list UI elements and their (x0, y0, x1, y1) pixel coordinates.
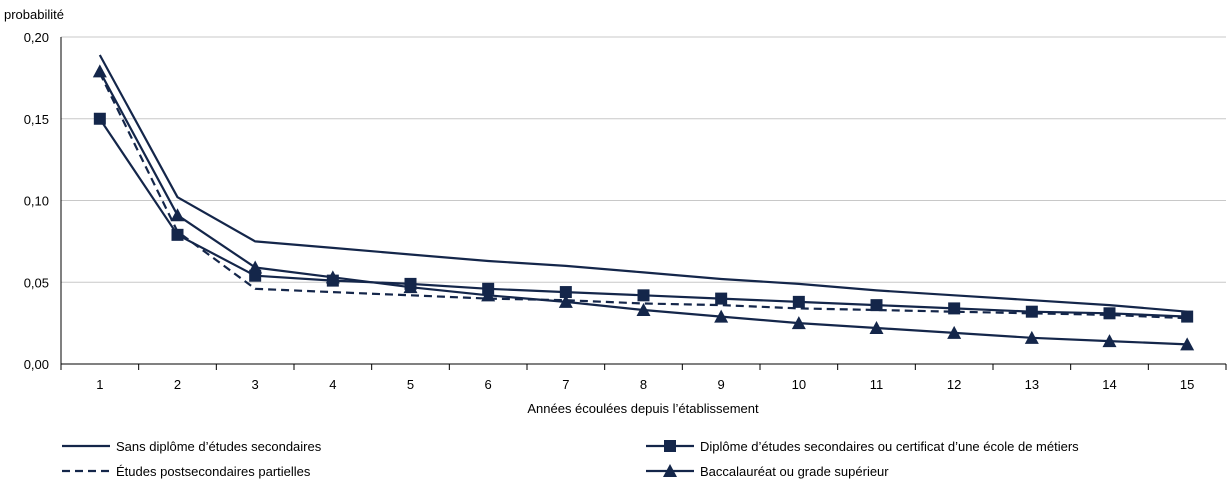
data-point (791, 316, 806, 330)
legend-label: Baccalauréat ou grade supérieur (700, 464, 889, 479)
data-point (715, 292, 728, 305)
data-point (558, 294, 573, 308)
x-tick-label: 4 (329, 377, 336, 392)
y-tick-label: 0,20 (24, 30, 49, 45)
series-4 (92, 64, 1195, 351)
x-tick-label: 5 (407, 377, 414, 392)
legend-label: Études postsecondaires partielles (116, 464, 311, 479)
data-point (1025, 305, 1038, 318)
legend-marker (664, 440, 676, 452)
x-tick-label: 10 (792, 377, 806, 392)
x-tick-label: 11 (870, 377, 884, 392)
axes: 0,000,050,100,150,201 2 3 4 5 6 7 8 9 10 11 12 13 14 1… (24, 30, 1227, 392)
data-point (92, 64, 107, 78)
series-3 (98, 72, 1188, 320)
series-2 (93, 112, 1194, 323)
y-tick-label: 0,05 (24, 275, 49, 290)
legend-item: Baccalauréat ou grade supérieur (646, 464, 889, 479)
y-tick-label: 0,00 (24, 357, 49, 372)
legend-item: Sans diplôme d’études secondaires (62, 439, 322, 454)
data-point (636, 303, 651, 317)
x-axis-label: Années écoulées depuis l’établissement (527, 401, 759, 416)
data-point (870, 299, 883, 312)
legend-label: Sans diplôme d’études secondaires (116, 439, 322, 454)
data-point (559, 286, 572, 299)
data-point (1181, 310, 1194, 323)
x-tick-label: 8 (640, 377, 647, 392)
data-point (1102, 334, 1117, 348)
data-point (325, 270, 340, 284)
data-point (869, 321, 884, 335)
series-line (98, 118, 1188, 318)
legend: Sans diplôme d’études secondaires Diplôme… (62, 439, 1079, 479)
series-lines (92, 54, 1195, 351)
y-tick-label: 0,10 (24, 194, 49, 209)
x-tick-label: 13 (1025, 377, 1039, 392)
legend-label: Diplôme d’études secondaires ou certific… (700, 439, 1079, 454)
x-tick-label: 12 (947, 377, 961, 392)
x-tick-label: 14 (1102, 377, 1116, 392)
legend-item: Diplôme d’études secondaires ou certific… (646, 439, 1079, 454)
data-point (714, 309, 729, 323)
data-point (403, 280, 418, 294)
data-point (248, 260, 263, 274)
data-point (1103, 307, 1116, 320)
data-point (93, 112, 106, 125)
data-point (792, 295, 805, 308)
data-point (481, 288, 496, 302)
series-line (98, 54, 1188, 313)
y-axis-label: probabilité (4, 7, 64, 22)
x-tick-label: 6 (485, 377, 492, 392)
x-tick-label: 9 (718, 377, 725, 392)
x-tick-label: 1 (96, 377, 103, 392)
data-point (170, 208, 185, 222)
x-tick-label: 15 (1180, 377, 1194, 392)
x-tick-label: 3 (252, 377, 259, 392)
data-point (637, 289, 650, 302)
series-1 (98, 54, 1188, 313)
data-point (1180, 337, 1195, 351)
y-tick-label: 0,15 (24, 112, 49, 127)
x-tick-label: 7 (562, 377, 569, 392)
legend-marker (663, 464, 677, 477)
legend-item: Études postsecondaires partielles (62, 464, 311, 479)
x-tick-label: 2 (174, 377, 181, 392)
data-point (171, 228, 184, 241)
data-point (1024, 330, 1039, 344)
gridlines (61, 36, 1226, 283)
series-line (98, 72, 1188, 320)
data-point (947, 325, 962, 339)
